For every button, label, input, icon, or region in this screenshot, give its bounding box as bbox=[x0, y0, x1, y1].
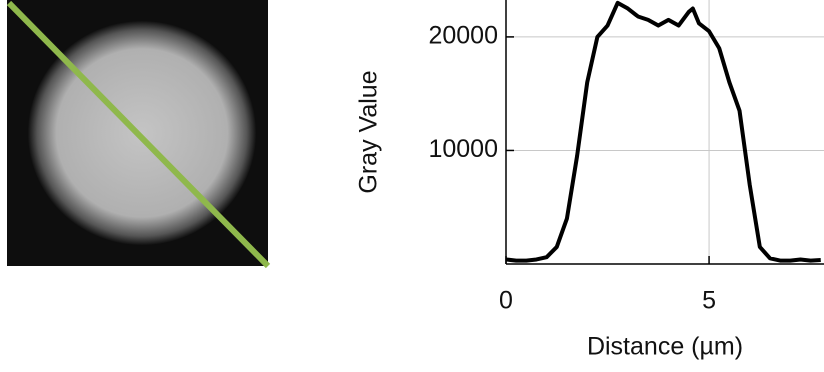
microscopy-image bbox=[6, 0, 271, 269]
x-axis-label: Distance (µm) bbox=[587, 333, 743, 361]
profile-curve bbox=[505, 0, 821, 263]
profile-line bbox=[6, 0, 271, 269]
y-axis-label: Gray Value bbox=[355, 70, 383, 193]
y-tick-label: 20000 bbox=[428, 22, 498, 50]
x-tick-label: 0 bbox=[499, 287, 513, 315]
y-tick-label: 10000 bbox=[428, 135, 498, 163]
x-tick-label: 5 bbox=[702, 287, 716, 315]
